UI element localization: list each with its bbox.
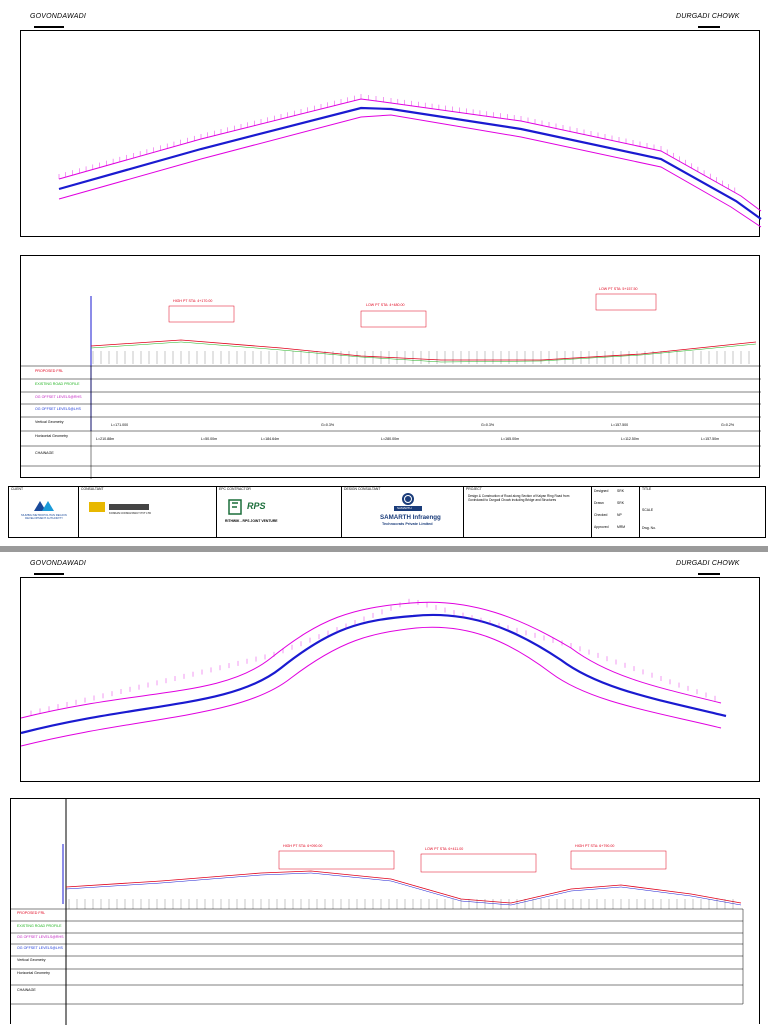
hg-5: L=165.00m [501,437,520,441]
tb-scale-label: SCALE [642,508,654,512]
plan-view-frame-2 [20,577,760,782]
checked-label: Checked [594,513,608,517]
checked-val: NP [617,513,622,517]
tb-signoff: Designed SRK Drawn SRK Checked NP Approv… [592,487,640,537]
tb-design-label: DESIGN CONSULTANT [344,487,381,491]
row2-label-frl: PROPOSED FRL [17,911,46,915]
jv-name: RITHWIK - RPS JOINT VENTURE [225,519,278,523]
plan-edge-bottom [58,114,762,228]
samarth-name: SAMARTH Infraengg [380,514,441,521]
row2-label-lhs: OG OFFSET LEVELS@LHS [17,946,63,950]
drawn-label: Drawn [594,501,604,505]
tb-project-label: PROJECT [466,487,482,491]
hg-6: L=112.50m [621,437,639,441]
place-right-label: DURGADI CHOWK [676,13,740,20]
plan2-alignment-line [20,613,727,735]
profile-drawing [21,293,761,479]
vg-1: L=171.000 [111,423,129,427]
row2-label-vertical: Vertical Geometry [17,958,46,962]
profile-drawing-2 [11,799,744,1025]
place-right-label-2: DURGADI CHOWK [676,560,740,567]
arrow-right-icon [698,26,720,28]
row2-label-existing: EXISTING ROAD PROFILE [17,924,62,928]
rithwik-logo-icon [228,499,242,515]
plan-view-frame [20,30,762,237]
drawn-val: SRK [617,501,624,505]
title-block: CLIENT MUMBAI METROPOLITAN REGION DEVELO… [8,486,766,538]
samarth-logo-text: SAMARTH [397,505,412,510]
profile-frame-2: PROPOSED FRL EXISTING ROAD PROFILE OG OF… [10,798,760,1025]
tb-project-text: Design & Construction of Road along Sect… [468,494,570,502]
designed-val: SRK [617,489,624,493]
drawing-sheet-1: GOVONDAWADI DURGADI CHOWK PROPOSED FRL E… [8,13,766,538]
plan2-edge-top [20,601,722,719]
vg-4: L=157.500 [611,423,629,427]
hg-3: L=184.64m [261,437,280,441]
tb-client-label: CLIENT [11,487,24,491]
plan2-edge-bottom [20,626,722,747]
designed-label: Designed [594,489,609,493]
annotation-2: LOW PT STA: 4+480.00 [366,303,405,307]
vg-5: G=0.2% [721,423,735,427]
tb-consultant: CONSULTANT KONKAN CONSULTANCY PVT LTD [79,487,217,537]
row-label-frl: PROPOSED FRL [35,369,64,373]
hg-2: L=50.00m [201,437,218,441]
plan-view-drawing-2 [20,598,727,747]
samarth-sub: Technocrats Private Limited [382,522,433,526]
tb-title: TITLE SCALE Dwg. No. [640,487,767,537]
place-left-label-2: GOVONDAWADI [30,560,87,567]
rps-logo: RPS [247,501,266,511]
row2-label-rhs: OG OFFSET LEVELS@RHS [17,935,64,939]
tb-project: PROJECT Design & Construction of Road al… [464,487,592,537]
approved-label: Approved [594,525,609,529]
plan-view-drawing [58,94,762,228]
row2-label-chainage: CHAINAGE [17,988,36,992]
drawing-sheet-2: GOVONDAWADI DURGADI CHOWK PROPOSED FRL E… [0,552,768,1025]
annotation-3: LOW PT STA: 5+157.50 [599,287,638,291]
client-logo-icon [34,501,54,511]
row2-label-horizontal: Horizontal Geometry [17,971,50,975]
arrow-left-icon [34,26,64,28]
arrow-right-icon-2 [698,573,720,575]
hg-1: L=210.88m [96,437,115,441]
vg-3: G=0.3% [481,423,495,427]
hg-4: L=280.00m [381,437,400,441]
consultant-logo-icon [89,502,149,512]
hg-7: L=157.50m [701,437,720,441]
vg-2: G=0.3% [321,423,335,427]
tb-client-name: MUMBAI METROPOLITAN REGION DEVELOPMENT A… [21,513,67,521]
sheet-separator [0,546,768,552]
annotation2-3: HIGH PT STA: 6+790.00 [575,844,615,848]
row-label-rhs: OG OFFSET LEVELS@RHS [35,395,82,399]
plan-edge-top [58,98,762,212]
tb-client: CLIENT MUMBAI METROPOLITAN REGION DEVELO… [9,487,79,537]
tb-consultant-label: CONSULTANT [81,487,104,491]
row-label-chainage: CHAINAGE [35,451,54,455]
place-left-label: GOVONDAWADI [30,13,87,20]
plan-alignment-line [58,106,762,220]
arrow-left-icon-2 [34,573,64,575]
tb-contractor-label: EPC CONTRACTOR [219,487,251,491]
row-label-vertical: Vertical Geometry [35,420,64,424]
tb-dwg-label: Dwg. No. [642,526,656,530]
approved-val: MRM [617,525,626,529]
samarth-logo-icon [394,493,422,511]
tb-title-label: TITLE [642,487,652,491]
tb-design-consultant: DESIGN CONSULTANT SAMARTH SAMARTH Infrae… [342,487,464,537]
annotation2-1: HIGH PT STA: 6+090.00 [283,844,323,848]
tb-contractor: EPC CONTRACTOR RPS RITHWIK - RPS JOINT V… [217,487,342,537]
tb-consultant-name: KONKAN CONSULTANCY PVT LTD [109,512,151,515]
annotation2-2: LOW PT STA: 6+411.00 [425,847,464,851]
row-label-existing: EXISTING ROAD PROFILE [35,382,80,386]
profile-frame: PROPOSED FRL EXISTING ROAD PROFILE OG OF… [20,255,761,479]
row-label-lhs: OG OFFSET LEVELS@LHS [35,407,81,411]
annotation-1: HIGH PT STA: 4+170.00 [173,299,213,303]
row-label-horizontal: Horizontal Geometry [35,434,68,438]
